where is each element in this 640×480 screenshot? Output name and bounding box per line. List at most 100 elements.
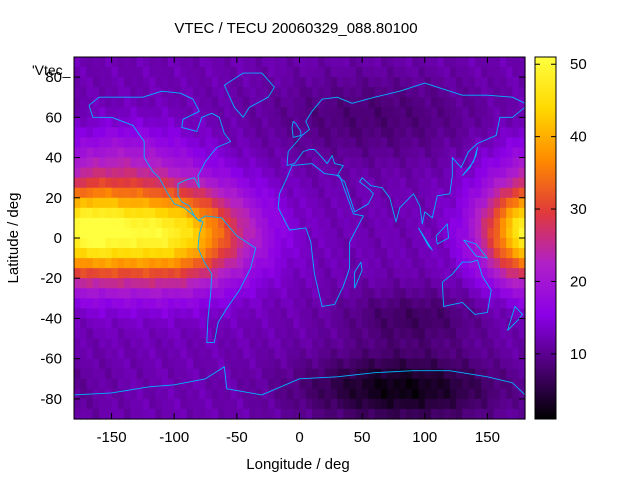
heatmap-cell (431, 268, 438, 279)
heatmap-cell (117, 348, 125, 360)
heatmap-cell (268, 398, 276, 410)
heatmap-cell (499, 338, 507, 350)
heatmap-cell (431, 167, 438, 179)
heatmap-cell (167, 348, 175, 360)
heatmap-cell (305, 187, 313, 199)
heatmap-cell (230, 378, 238, 390)
heatmap-cell (130, 217, 138, 229)
heatmap-cell (499, 87, 507, 98)
heatmap-cell (92, 398, 100, 410)
heatmap-cell (499, 207, 507, 219)
heatmap-cell (343, 77, 351, 88)
heatmap-cell (111, 57, 119, 68)
heatmap-cell (393, 388, 401, 400)
heatmap-cell (506, 258, 514, 269)
heatmap-cell (117, 238, 125, 249)
heatmap-cell (481, 127, 489, 139)
heatmap-cell (274, 167, 282, 179)
heatmap-cell (280, 388, 288, 400)
heatmap-cell (337, 258, 344, 269)
heatmap-cell (255, 328, 263, 340)
heatmap-cell (374, 258, 382, 269)
heatmap-cell (418, 378, 426, 390)
heatmap-cell (268, 117, 276, 128)
heatmap-cell (337, 238, 344, 249)
heatmap-cell (80, 258, 88, 269)
heatmap-cell (318, 167, 326, 179)
heatmap-cell (86, 298, 94, 309)
heatmap-cell (211, 288, 219, 299)
heatmap-cell (142, 318, 150, 330)
heatmap-cell (380, 248, 388, 259)
heatmap-cell (462, 318, 470, 330)
heatmap-cell (355, 238, 363, 249)
heatmap-cell (305, 177, 313, 189)
heatmap-cell (324, 238, 332, 249)
heatmap-cell (117, 167, 125, 179)
heatmap-cell (299, 358, 307, 370)
heatmap-cell (512, 388, 520, 400)
heatmap-cell (337, 278, 344, 289)
heatmap-cell (418, 127, 426, 139)
heatmap-cell (243, 308, 250, 320)
heatmap-cell (468, 207, 476, 219)
heatmap-cell (105, 117, 113, 128)
heatmap-cell (174, 258, 182, 269)
heatmap-cell (487, 97, 495, 108)
heatmap-cell (111, 298, 119, 309)
heatmap-cell (105, 187, 113, 199)
heatmap-cell (368, 197, 376, 209)
heatmap-cell (249, 157, 257, 169)
heatmap-cell (261, 408, 269, 420)
heatmap-cell (456, 408, 463, 420)
heatmap-cell (481, 117, 489, 128)
heatmap-cell (312, 298, 319, 309)
heatmap-cell (230, 258, 238, 269)
heatmap-cell (236, 378, 244, 390)
heatmap-cell (431, 57, 438, 68)
heatmap-cell (249, 127, 257, 139)
heatmap-cell (462, 77, 470, 88)
heatmap-cell (499, 127, 507, 139)
heatmap-cell (443, 127, 451, 139)
heatmap-cell (312, 197, 319, 209)
heatmap-cell (330, 238, 338, 249)
heatmap-cell (487, 248, 495, 259)
coastline (197, 215, 257, 344)
heatmap-cell (362, 288, 369, 299)
heatmap-cell (92, 298, 100, 309)
heatmap-cell (462, 67, 470, 78)
heatmap-cell (255, 298, 263, 309)
heatmap-cell (474, 298, 482, 309)
heatmap-cell (437, 408, 445, 420)
heatmap-cell (161, 258, 169, 269)
heatmap-cell (474, 358, 482, 370)
heatmap-cell (368, 127, 376, 139)
heatmap-cell (199, 258, 207, 269)
heatmap-cell (124, 378, 131, 390)
heatmap-cell (337, 368, 344, 380)
heatmap-cell (299, 147, 307, 159)
heatmap-cell (274, 288, 282, 299)
heatmap-cell (318, 147, 326, 159)
heatmap-cell (468, 167, 476, 179)
heatmap-cell (161, 248, 169, 259)
heatmap-cell (155, 77, 163, 88)
heatmap-cell (468, 278, 476, 289)
heatmap-cell (349, 77, 357, 88)
heatmap-cell (280, 318, 288, 330)
heatmap-cell (268, 328, 276, 340)
heatmap-cell (124, 248, 131, 259)
coastline (354, 261, 363, 289)
heatmap-cell (506, 338, 514, 350)
heatmap-cell (380, 308, 388, 320)
heatmap-cell (74, 358, 81, 370)
heatmap-cell (512, 197, 520, 209)
heatmap-cell (343, 318, 351, 330)
heatmap-cell (193, 318, 200, 330)
heatmap-cell (86, 77, 94, 88)
heatmap-cell (512, 408, 520, 420)
heatmap-cell (437, 87, 445, 98)
heatmap-cell (230, 358, 238, 370)
heatmap-cell (155, 177, 163, 189)
